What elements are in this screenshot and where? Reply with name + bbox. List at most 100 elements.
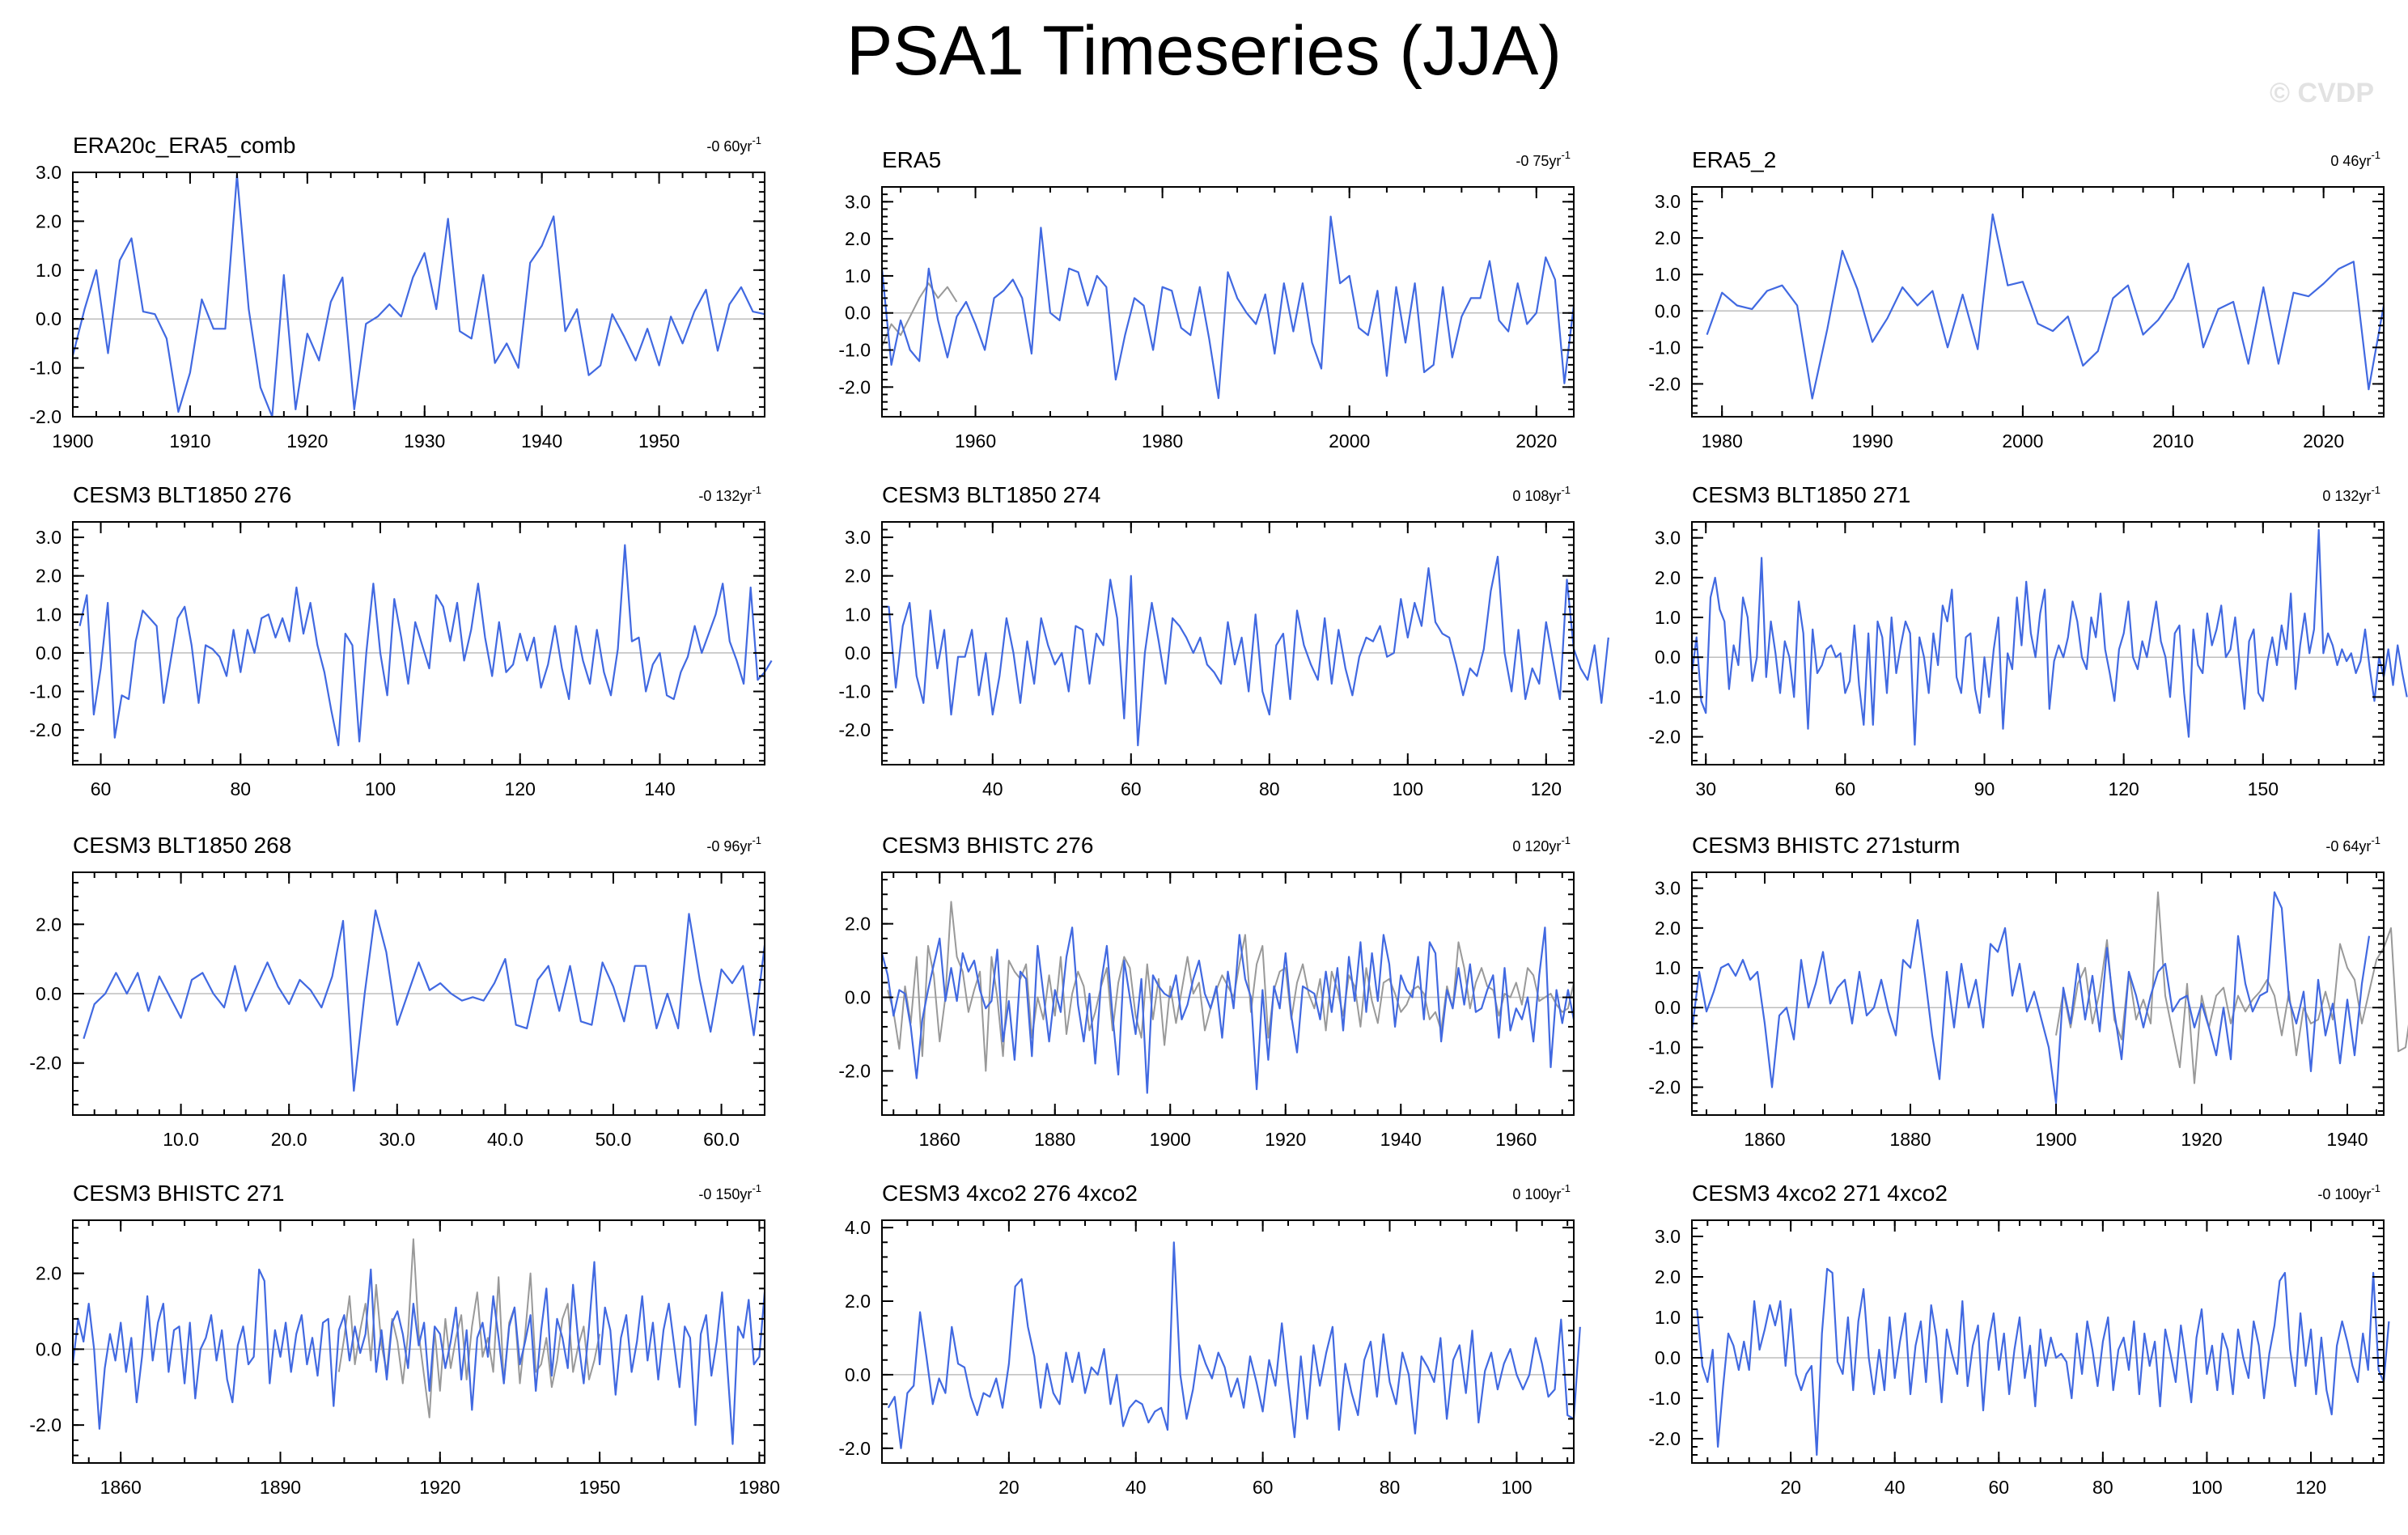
panel-title: ERA5_2	[1692, 147, 1776, 172]
x-tick-label: 40	[1126, 1477, 1147, 1498]
y-tick-label: 1.0	[845, 604, 871, 625]
x-tick-label: 1860	[919, 1129, 960, 1150]
x-tick-label: 100	[1393, 778, 1423, 799]
x-tick-label: 1920	[2181, 1129, 2222, 1150]
trend-exponent: -1	[2371, 149, 2380, 161]
page-title: PSA1 Timeseries (JJA)	[846, 12, 1562, 90]
x-tick-label: 1980	[739, 1477, 780, 1498]
timeseries-panel: CESM3 BLT1850 276 -0 132yr-1 60 80 100 120 140…	[29, 482, 773, 799]
x-tick-label: 1920	[286, 430, 328, 452]
secondary-series-line	[337, 1238, 601, 1418]
trend-label: -0 96yr-1	[706, 834, 761, 854]
x-tick-label: 100	[365, 778, 396, 799]
x-tick-label: 140	[644, 778, 675, 799]
x-tick-label: 1940	[2326, 1129, 2368, 1150]
plot-frame	[1691, 186, 2385, 418]
x-tick-label: 1880	[1034, 1129, 1075, 1150]
panel-title: ERA5	[882, 147, 941, 172]
timeseries-panel: CESM3 BLT1850 274 0 108yr-1 40 60 80 100 120 3.…	[838, 482, 1609, 799]
y-tick-label: 3.0	[36, 527, 61, 548]
x-tick-label: 50.0	[596, 1129, 632, 1150]
y-tick-label: 0.0	[36, 642, 61, 664]
trend-label: 0 132yr-1	[2322, 484, 2380, 504]
plot-frame	[881, 186, 1575, 418]
x-tick-label: 10.0	[163, 1129, 199, 1150]
panel-title: CESM3 BLT1850 271	[1692, 482, 1910, 507]
x-tick-label: 1920	[419, 1477, 460, 1498]
y-tick-label: 0.0	[1655, 1347, 1681, 1368]
trend-exponent: -1	[1561, 1182, 1571, 1194]
y-tick-label: 2.0	[1655, 1266, 1681, 1287]
x-tick-label: 2000	[2002, 430, 2043, 452]
y-tick-label: 3.0	[1655, 878, 1681, 899]
y-tick-label: 2.0	[36, 210, 61, 231]
primary-series-line	[887, 1241, 1581, 1449]
x-tick-label: 1890	[260, 1477, 301, 1498]
y-tick-label: 1.0	[1655, 607, 1681, 628]
primary-series-line	[1690, 891, 2371, 1105]
x-tick-label: 1880	[1889, 1129, 1931, 1150]
y-tick-label: 1.0	[1655, 957, 1681, 978]
x-tick-label: 40	[982, 778, 1003, 799]
trend-exponent: -1	[1561, 484, 1571, 496]
y-tick-label: 3.0	[36, 162, 61, 183]
y-tick-label: 2.0	[1655, 227, 1681, 248]
trend-label: 0 100yr-1	[1512, 1182, 1571, 1202]
y-tick-label: 3.0	[845, 191, 871, 212]
trend-value: 0 108yr	[1512, 488, 1561, 504]
trend-value: 0 100yr	[1512, 1186, 1561, 1202]
y-tick-label: 1.0	[36, 604, 61, 625]
y-tick-label: -2.0	[29, 719, 61, 740]
y-tick-label: -2.0	[838, 1060, 871, 1081]
y-tick-label: 0.0	[845, 987, 871, 1008]
y-tick-label: 1.0	[1655, 1307, 1681, 1328]
x-tick-label: 1960	[955, 430, 996, 452]
y-tick-label: 0.0	[1655, 997, 1681, 1018]
y-tick-label: -2.0	[29, 1053, 61, 1074]
x-tick-label: 20	[998, 1477, 1020, 1498]
x-tick-label: 120	[2296, 1477, 2326, 1498]
y-tick-label: 3.0	[1655, 1226, 1681, 1247]
y-tick-label: 3.0	[1655, 191, 1681, 212]
trend-exponent: -1	[2371, 834, 2380, 846]
primary-series-line	[882, 555, 1609, 747]
trend-value: 0 132yr	[2322, 488, 2371, 504]
x-tick-label: 1940	[521, 430, 562, 452]
trend-value: -0 96yr	[706, 838, 752, 854]
x-tick-label: 1980	[1702, 430, 1743, 452]
x-tick-label: 1960	[1495, 1129, 1537, 1150]
x-tick-label: 2010	[2152, 430, 2194, 452]
plot-frame	[72, 172, 765, 418]
timeseries-panel: CESM3 4xco2 276 4xco2 0 100yr-1 20 40 60 80 10…	[838, 1181, 1581, 1498]
primary-series-line	[880, 927, 1575, 1094]
x-tick-label: 1990	[1851, 430, 1893, 452]
y-tick-label: 3.0	[845, 527, 871, 548]
primary-series-line	[71, 173, 765, 418]
y-tick-label: 2.0	[1655, 567, 1681, 588]
y-tick-label: 1.0	[1655, 264, 1681, 285]
x-tick-label: 80	[1380, 1477, 1401, 1498]
x-tick-label: 2020	[1516, 430, 1557, 452]
timeseries-panel: CESM3 BHISTC 271 -0 150yr-1 1860 1890 1920 19…	[29, 1181, 780, 1498]
y-tick-label: 0.0	[36, 983, 61, 1004]
y-tick-label: -2.0	[838, 719, 871, 740]
y-tick-label: -1.0	[838, 681, 871, 702]
primary-series-line	[880, 215, 1575, 400]
y-tick-label: -1.0	[1648, 686, 1681, 707]
trend-label: -0 100yr-1	[2317, 1182, 2380, 1202]
x-tick-label: 60	[1121, 778, 1142, 799]
trend-exponent: -1	[1561, 834, 1571, 846]
x-tick-label: 60.0	[703, 1129, 740, 1150]
y-tick-label: 1.0	[36, 260, 61, 281]
y-tick-label: 3.0	[1655, 528, 1681, 549]
x-tick-label: 1930	[404, 430, 445, 452]
trend-exponent: -1	[752, 484, 761, 496]
x-tick-label: 90	[1974, 778, 1995, 799]
x-tick-label: 60	[1835, 778, 1856, 799]
panel-title: CESM3 BLT1850 268	[73, 833, 291, 858]
plot-frame	[72, 521, 765, 765]
cvdp-watermark: © CVDP	[2270, 78, 2374, 108]
x-tick-label: 20.0	[271, 1129, 307, 1150]
x-tick-label: 1860	[100, 1477, 142, 1498]
